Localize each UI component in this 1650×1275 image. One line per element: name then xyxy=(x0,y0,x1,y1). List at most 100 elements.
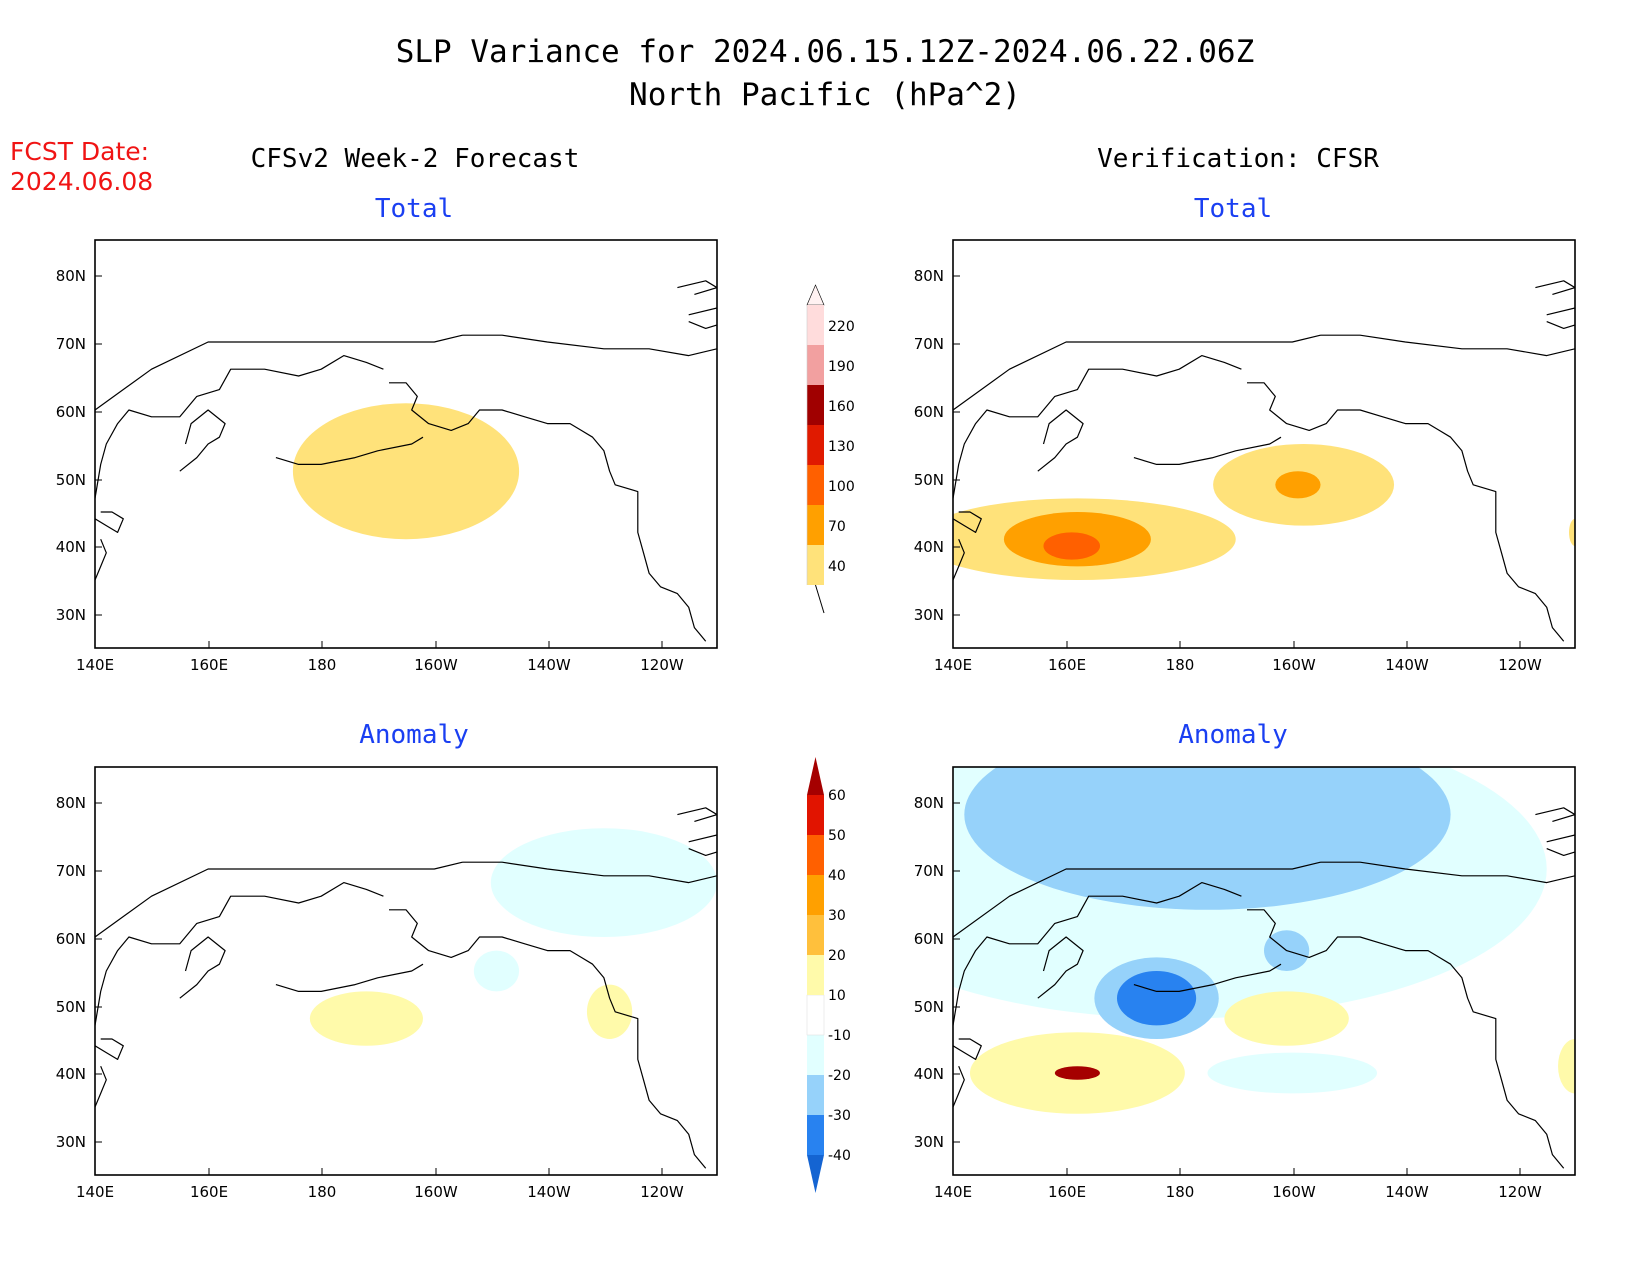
colorbar-total-label: 100 xyxy=(828,479,855,495)
x-tick-label: 140W xyxy=(527,656,571,674)
coastline-segment xyxy=(677,280,717,295)
x-tick-label: 160W xyxy=(414,1183,458,1201)
colorbar-band xyxy=(807,915,824,955)
colorbar-anomaly-label: -30 xyxy=(828,1108,851,1124)
y-tick-label: 30N xyxy=(56,1133,86,1151)
colorbar-anomaly-top-tip xyxy=(807,757,824,795)
colorbar-anomaly-label: 50 xyxy=(828,828,846,844)
coastline-segment xyxy=(688,307,717,329)
map-frame xyxy=(952,766,1576,1176)
figure-title: SLP Variance for 2024.06.15.12Z-2024.06.… xyxy=(396,34,1255,70)
map-frame xyxy=(94,239,718,649)
x-tick-label: 180 xyxy=(1166,656,1195,674)
coastline-segment xyxy=(1546,834,1575,857)
coastline-segment xyxy=(1247,382,1565,642)
coastline-segment xyxy=(1535,280,1575,295)
contour-fills xyxy=(309,828,717,1046)
coastline-segment xyxy=(953,355,1242,499)
y-tick-label: 50N xyxy=(56,471,86,489)
coastlines xyxy=(953,807,1575,1169)
coastline-segment xyxy=(953,538,965,581)
y-tick-label: 70N xyxy=(914,335,944,353)
contour-region-6 xyxy=(1116,971,1197,1026)
coastline-segment xyxy=(95,881,384,1026)
colorbar-anomaly-label: 40 xyxy=(828,868,846,884)
colorbar-band xyxy=(806,994,825,1036)
colorbar-band xyxy=(807,305,824,345)
y-tick-label: 40N xyxy=(914,1065,944,1083)
coastline-segment xyxy=(389,382,707,642)
contour-region-5 xyxy=(1224,991,1349,1046)
colorbar-anomaly-label: -10 xyxy=(828,1028,851,1044)
colorbar-total: 40 70 100 130 160 190 220 xyxy=(806,284,855,614)
map-frame xyxy=(94,766,718,1176)
x-tick-label: 140E xyxy=(934,656,972,674)
right-column-title: Verification: CFSR xyxy=(1097,144,1379,174)
coastline-segment xyxy=(1535,807,1575,822)
y-tick-label: 50N xyxy=(914,471,944,489)
colorbar-band xyxy=(807,1075,824,1115)
colorbar-band xyxy=(807,835,824,875)
x-tick-label: 120W xyxy=(1498,1183,1542,1201)
coastline-segment xyxy=(1247,909,1565,1169)
y-tick-label: 80N xyxy=(56,267,86,285)
coastline-segment xyxy=(1133,436,1282,465)
x-tick-label: 180 xyxy=(1166,1183,1195,1201)
x-tick-label: 140W xyxy=(527,1183,571,1201)
y-tick-label: 60N xyxy=(56,403,86,421)
coastlines xyxy=(95,280,717,642)
colorbar-band xyxy=(807,425,824,465)
coastline-segment xyxy=(953,881,1242,1026)
y-tick-label: 30N xyxy=(56,606,86,624)
y-tick-label: 30N xyxy=(914,1133,944,1151)
coastline-segment xyxy=(179,936,226,999)
contour-region-0 xyxy=(490,828,717,937)
colorbar-anomaly: -40 -30 -20 -10 10 20 30 40 50 60 xyxy=(806,757,851,1193)
panel-forecast-total: Total 140E 160E 180 160W 140W 120W 80N 70N 60N 50N… xyxy=(56,194,718,674)
colorbar-total-label: 160 xyxy=(828,399,855,415)
contour-fills xyxy=(292,403,520,540)
colorbar-band xyxy=(807,955,824,995)
x-tick-label: 120W xyxy=(640,1183,684,1201)
y-tick-label: 70N xyxy=(56,862,86,880)
coastline-segment xyxy=(1320,334,1575,357)
fcst-date-label: FCST Date: xyxy=(10,137,149,166)
figure-subtitle: North Pacific (hPa^2) xyxy=(629,77,1021,113)
y-tick-label: 50N xyxy=(914,998,944,1016)
colorbar-anomaly-label: 20 xyxy=(828,948,846,964)
panel-forecast-anomaly: Anomaly 140E 160E 180 160W 140W 120W 80N 70N 60N 5… xyxy=(56,720,718,1201)
contour-region-1 xyxy=(964,767,1451,910)
colorbar-total-label: 70 xyxy=(828,519,846,535)
colorbar-band xyxy=(807,385,824,425)
coastlines xyxy=(95,807,717,1169)
coastline-segment xyxy=(95,1038,124,1061)
contour-region-5 xyxy=(1569,518,1575,546)
coastline-segment xyxy=(1037,936,1084,999)
fcst-date-value: 2024.06.08 xyxy=(10,167,153,196)
y-tick-label: 80N xyxy=(56,794,86,812)
panel-title: Anomaly xyxy=(1178,720,1288,750)
colorbar-band xyxy=(807,545,824,585)
coastline-segment xyxy=(462,334,717,357)
panel-title: Anomaly xyxy=(359,720,469,750)
colorbar-band xyxy=(807,345,824,385)
panel-title: Total xyxy=(375,194,453,224)
x-tick-label: 140E xyxy=(76,656,114,674)
colorbar-anomaly-label: -20 xyxy=(828,1068,851,1084)
x-tick-label: 120W xyxy=(1498,656,1542,674)
coastline-segment xyxy=(1320,861,1575,884)
contour-region-4 xyxy=(1043,532,1101,560)
colorbar-total-label: 220 xyxy=(828,319,855,335)
y-tick-label: 70N xyxy=(56,335,86,353)
x-tick-label: 140E xyxy=(934,1183,972,1201)
coastline-segment xyxy=(953,861,1321,938)
coastline-segment xyxy=(389,909,707,1169)
y-tick-label: 60N xyxy=(914,930,944,948)
contour-region-3 xyxy=(473,950,520,992)
x-tick-label: 160E xyxy=(190,1183,228,1201)
y-tick-label: 40N xyxy=(56,538,86,556)
coastline-segment xyxy=(1546,307,1575,329)
y-tick-label: 60N xyxy=(914,403,944,421)
coastline-segment xyxy=(1133,963,1282,993)
colorbar-top-tip xyxy=(806,284,825,306)
